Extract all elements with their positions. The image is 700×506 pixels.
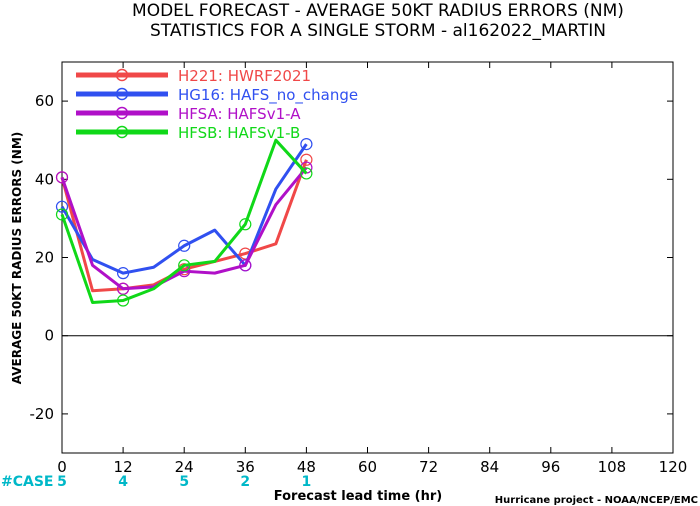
x-tick-label: 108 (598, 458, 627, 476)
y-tick-label: 40 (35, 170, 54, 188)
data-point (300, 153, 313, 166)
case-count: 1 (302, 474, 312, 490)
x-axis-label: Forecast lead time (hr) (274, 489, 442, 504)
x-tick-label: 84 (480, 458, 499, 476)
data-point (239, 259, 252, 272)
series-2 (55, 138, 313, 280)
data-point (300, 167, 313, 180)
series-4 (55, 138, 313, 307)
data-point (300, 138, 313, 151)
y-tick-label: 20 (35, 249, 54, 267)
footer-credit: Hurricane project - NOAA/NCEP/EMC (495, 495, 698, 506)
y-axis-label: AVERAGE 50KT RADIUS ERRORS (NM) (10, 132, 24, 384)
case-count: 5 (179, 474, 189, 490)
case-count: 2 (240, 474, 250, 490)
legend-marker (115, 68, 129, 82)
x-tick-label: 12 (114, 458, 133, 476)
x-tick-label: 96 (541, 458, 560, 476)
legend-marker (115, 106, 129, 120)
y-tick-label: -20 (30, 405, 55, 423)
case-label: #CASE (1, 474, 54, 490)
case-count: 5 (57, 474, 67, 490)
data-point (55, 208, 69, 221)
x-tick-label: 60 (358, 458, 377, 476)
x-tick-label: 0 (57, 458, 67, 476)
data-point (116, 282, 130, 295)
series-1 (55, 153, 313, 295)
chart-subtitle: STATISTICS FOR A SINGLE STORM - al162022… (150, 21, 606, 41)
x-tick-label: 72 (419, 458, 438, 476)
case-count: 4 (118, 474, 128, 490)
data-point (116, 294, 130, 307)
series-group (55, 138, 313, 307)
y-tick-label: 60 (35, 92, 54, 110)
legend-marker (115, 87, 129, 101)
legend-label: HFSB: HAFSv1-B (178, 124, 300, 142)
series-line (60, 138, 308, 304)
legend-label: HG16: HAFS_no_change (178, 86, 358, 105)
x-tick-label: 36 (236, 458, 255, 476)
x-tick-label: 48 (297, 458, 316, 476)
y-tick-label: 0 (44, 327, 54, 345)
x-axis-ticks: 0 12 24 36 48 60 72 84 96 108 120 (57, 62, 687, 476)
data-point (178, 239, 191, 252)
case-counts: 5 4 5 2 1 (57, 474, 311, 490)
legend-marker (115, 125, 129, 139)
data-point (55, 171, 69, 184)
x-tick-label: 24 (175, 458, 194, 476)
legend-label: H221: HWRF2021 (178, 67, 311, 85)
chart-title: MODEL FORECAST - AVERAGE 50KT RADIUS ERR… (132, 1, 624, 21)
y-axis-ticks: -20 0 20 40 60 (30, 92, 673, 423)
data-point (239, 218, 252, 231)
data-point (116, 267, 130, 280)
legend-label: HFSA: HAFSv1-A (178, 105, 301, 123)
data-point (178, 259, 191, 272)
x-tick-label: 120 (659, 458, 688, 476)
series-line (60, 143, 308, 275)
plot-frame (61, 61, 674, 454)
series-line (60, 159, 308, 293)
data-point (55, 200, 69, 213)
